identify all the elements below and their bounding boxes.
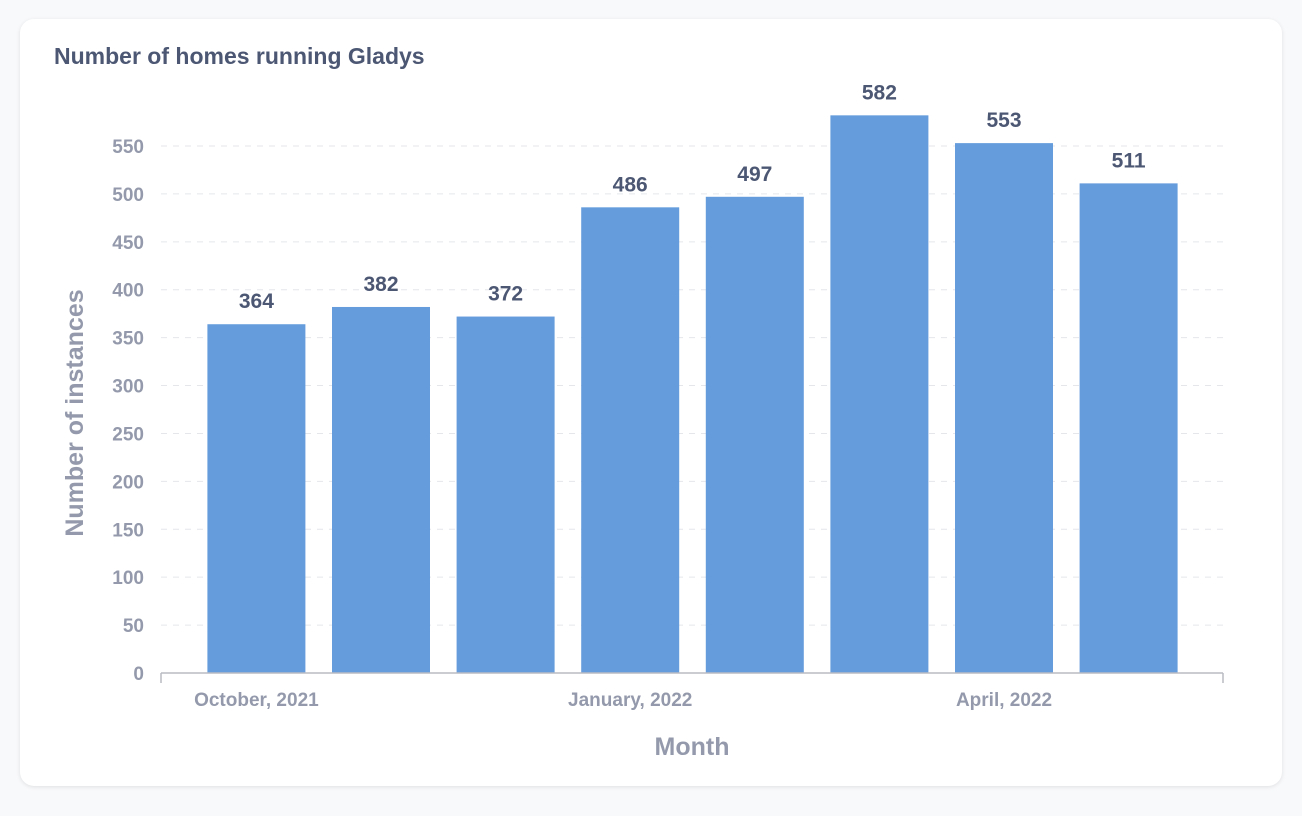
chart-title: Number of homes running Gladys [54, 43, 425, 69]
y-tick-label: 250 [112, 424, 144, 445]
chart-card: Number of homes running Gladys 0 50 100 150… [20, 19, 1282, 786]
y-tick-label: 300 [112, 377, 144, 398]
bar-value-label: 497 [737, 163, 772, 186]
bar [456, 316, 555, 673]
bar [1079, 183, 1178, 674]
bar-value-label: 582 [862, 81, 897, 104]
x-tick-label: April, 2022 [956, 690, 1052, 711]
bar [581, 207, 680, 673]
y-tick-label: 0 [133, 664, 144, 685]
y-tick-label: 50 [123, 616, 144, 637]
y-tick-label: 150 [112, 520, 144, 541]
y-tick-label: 350 [112, 329, 144, 350]
axes: 0 50 100 150 200 250 300 350 400 450 500 550 October… [112, 137, 1224, 711]
y-axis-title: Number of instances [61, 289, 89, 536]
bar-value-label: 364 [239, 290, 274, 313]
y-tick-label: 400 [112, 281, 144, 302]
gridlines [161, 145, 1223, 626]
bar-value-label: 511 [1112, 149, 1146, 172]
bar [705, 196, 804, 673]
bar-value-label: 553 [986, 109, 1021, 132]
bar [830, 115, 929, 673]
data-labels: 364 382 372 486 497 582 553 511 [239, 81, 1146, 313]
y-tick-label: 550 [112, 137, 144, 158]
y-tick-label: 200 [112, 472, 144, 493]
y-tick-label: 500 [112, 185, 144, 206]
bar-value-label: 486 [613, 173, 648, 196]
bar [207, 324, 306, 673]
x-tick-label: January, 2022 [568, 690, 692, 711]
bar-value-label: 382 [363, 273, 398, 296]
bar [955, 143, 1053, 673]
y-tick-label: 100 [112, 568, 144, 589]
bar-value-label: 372 [488, 283, 523, 306]
bar [332, 306, 430, 673]
bars [207, 115, 1178, 674]
bar-chart: 0 50 100 150 200 250 300 350 400 450 500 550 October… [61, 81, 1224, 761]
y-tick-label: 450 [112, 233, 144, 254]
x-tick-label: October, 2021 [194, 690, 319, 711]
x-axis-title: Month [655, 733, 730, 761]
